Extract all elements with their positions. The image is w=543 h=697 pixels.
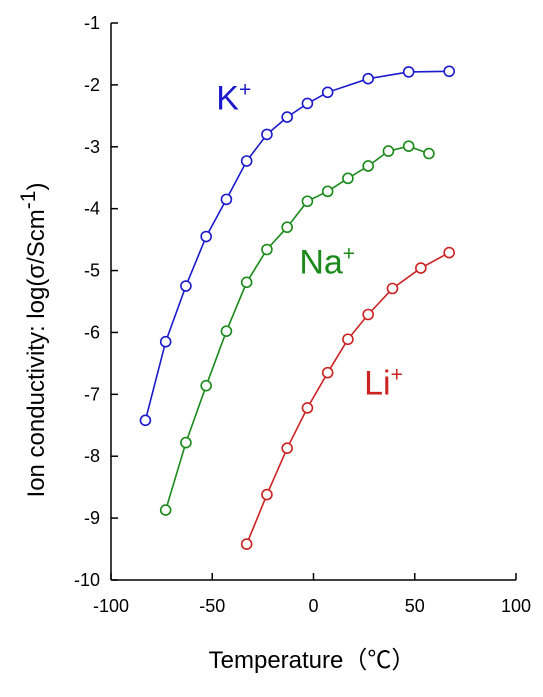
data-point-k xyxy=(180,280,192,292)
series-label-name: Na xyxy=(299,244,343,282)
data-point-k xyxy=(321,86,334,99)
y-tick-label: -6 xyxy=(84,322,100,342)
data-point-na xyxy=(220,325,233,338)
data-point-li xyxy=(443,246,455,259)
series-k xyxy=(139,65,455,427)
axes: -1 -2 -3 -4 -5 -6 -7 -8 -9 -10 -100 -50 0 50 100 xyxy=(74,13,531,616)
data-point-na xyxy=(382,145,395,157)
data-point-k xyxy=(200,230,212,243)
series-label-k: K+ xyxy=(216,79,251,118)
data-point-na xyxy=(402,140,415,152)
series-line-li xyxy=(245,251,450,545)
data-point-k xyxy=(220,193,233,206)
x-tick-label: 0 xyxy=(308,596,318,616)
series-label-na: Na+ xyxy=(299,243,355,282)
data-point-k xyxy=(159,335,172,348)
x-tick-label: -100 xyxy=(93,596,129,616)
y-axis-title: Ion conductivity: log(σ/Scm-1) xyxy=(17,183,50,498)
data-point-na xyxy=(362,160,374,172)
y-axis-title-main: Ion conductivity: log(σ/Scm xyxy=(23,209,50,497)
data-point-na xyxy=(342,172,354,185)
data-point-li xyxy=(261,488,273,501)
data-point-li xyxy=(321,366,334,379)
series-li xyxy=(240,246,455,550)
series-label-sup: + xyxy=(239,79,251,102)
data-point-li xyxy=(240,538,253,550)
y-tick-label: -7 xyxy=(84,384,100,404)
data-point-k xyxy=(402,66,415,78)
data-point-na xyxy=(423,147,435,160)
y-tick-label: -2 xyxy=(84,75,100,95)
series-label-sup: + xyxy=(343,243,355,266)
data-point-li xyxy=(386,282,399,295)
y-tick-label: -1 xyxy=(84,13,100,33)
series-label-name: K xyxy=(216,80,239,118)
data-point-li xyxy=(281,442,293,454)
data-point-na xyxy=(240,276,253,289)
data-point-k xyxy=(261,128,273,141)
x-axis-title: Temperature（℃） xyxy=(209,647,416,674)
data-point-k xyxy=(443,65,455,78)
data-point-li xyxy=(301,402,314,414)
data-point-na xyxy=(321,185,334,198)
y-axis-title-sup: -1 xyxy=(17,191,40,210)
data-point-na xyxy=(200,379,212,392)
data-point-li xyxy=(362,308,374,321)
y-tick-label: -10 xyxy=(74,570,100,590)
series-label-sup: + xyxy=(391,363,403,386)
data-point-na xyxy=(301,195,314,208)
data-point-k xyxy=(139,414,152,427)
x-tick-label: 100 xyxy=(501,596,531,616)
data-point-na xyxy=(180,436,192,449)
data-point-na xyxy=(281,221,293,234)
data-point-k xyxy=(240,155,253,167)
data-point-na xyxy=(261,243,273,256)
y-tick-label: -8 xyxy=(84,446,100,466)
data-point-k xyxy=(281,111,293,123)
y-tick-label: -5 xyxy=(84,261,100,281)
x-tick-label: 50 xyxy=(405,596,425,616)
series-label-li: Li+ xyxy=(364,363,403,402)
series-line-na xyxy=(164,145,430,511)
y-axis-title-end: ) xyxy=(23,183,50,191)
y-tick-label: -3 xyxy=(84,137,100,157)
y-tick-label: -9 xyxy=(84,508,100,528)
series-na xyxy=(159,140,435,516)
data-point-li xyxy=(415,262,427,274)
data-point-k xyxy=(362,72,374,85)
x-tick-label: -50 xyxy=(199,596,225,616)
series-line-k xyxy=(144,70,450,421)
labels-layer: K+Na+Li+ xyxy=(216,79,403,403)
data-point-na xyxy=(159,504,172,516)
series-layer xyxy=(139,65,455,550)
data-point-li xyxy=(342,333,354,346)
series-label-name: Li xyxy=(364,364,390,402)
data-point-k xyxy=(301,97,314,110)
y-tick-label: -4 xyxy=(84,199,100,219)
